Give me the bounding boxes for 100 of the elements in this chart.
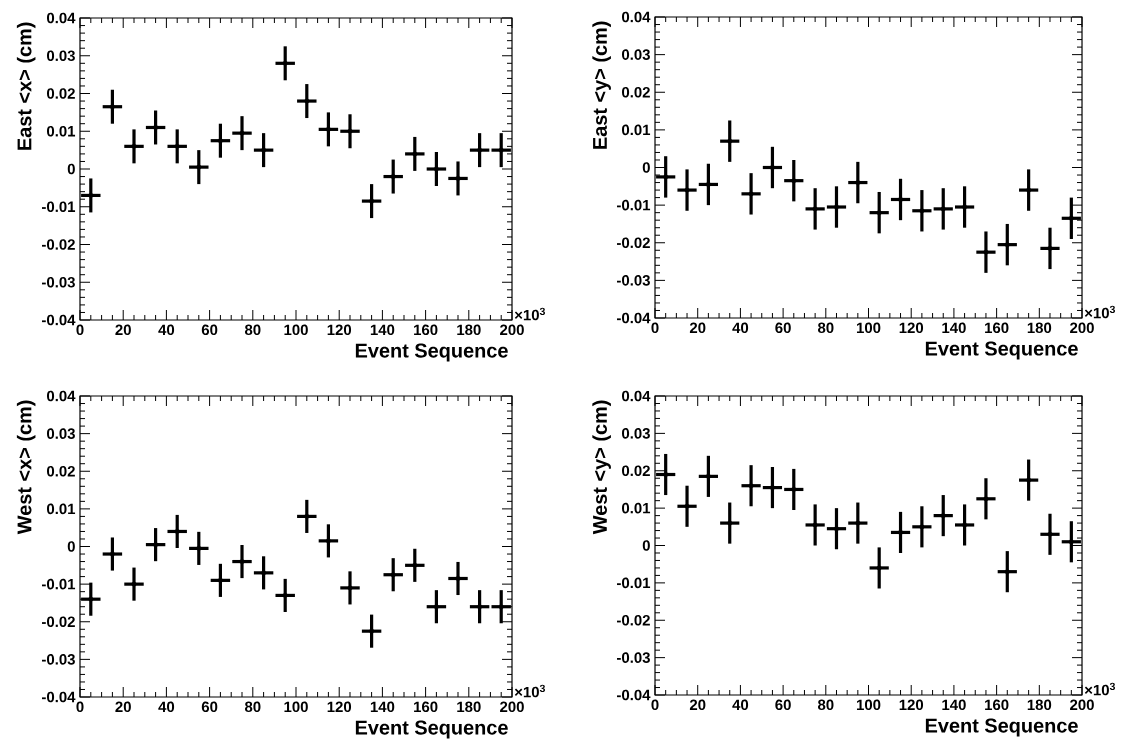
point xyxy=(1069,216,1074,221)
point xyxy=(1048,532,1052,537)
y-tick-label: -0.01 xyxy=(617,199,651,211)
y-tick-label: 0 xyxy=(642,540,650,551)
y-tick-label: -0.03 xyxy=(42,276,75,288)
point xyxy=(434,167,439,171)
y-tick-label: 0.03 xyxy=(622,428,650,439)
point xyxy=(132,582,136,587)
point xyxy=(813,206,818,211)
point xyxy=(685,504,689,509)
x-tick-label: 160 xyxy=(985,699,1009,711)
point xyxy=(770,485,775,490)
point xyxy=(663,175,668,179)
point xyxy=(110,552,115,556)
y-axis-title: West <y> (cm) xyxy=(592,400,611,535)
x-tick-label: 60 xyxy=(201,324,218,336)
point xyxy=(88,193,93,198)
y-axis-title: East <y> (cm) xyxy=(592,21,611,149)
y-tick-label: -0.04 xyxy=(617,312,651,324)
point xyxy=(175,144,180,149)
point xyxy=(919,524,924,529)
y-tick-label: 0 xyxy=(67,163,75,175)
x-tick-label: 80 xyxy=(244,701,261,713)
y-tick-label: -0.02 xyxy=(42,239,75,250)
y-tick-label: -0.03 xyxy=(617,652,650,663)
point xyxy=(813,523,818,527)
y-tick-label: 0.01 xyxy=(46,125,76,137)
y-tick-label: -0.03 xyxy=(42,654,75,665)
point xyxy=(434,604,439,609)
point xyxy=(898,197,903,202)
point xyxy=(962,523,967,527)
x-axis-title: Event Sequence xyxy=(355,720,508,739)
point xyxy=(196,546,201,551)
y-tick-label: 0.04 xyxy=(622,11,651,23)
x-tick-label: 160 xyxy=(414,324,438,336)
y-tick-label: 0.04 xyxy=(46,390,76,402)
x-tick-label: 180 xyxy=(1027,699,1052,711)
x-tick-label: 140 xyxy=(942,322,966,334)
x-tick-label: 120 xyxy=(899,322,924,334)
x-tick-label: 200 xyxy=(1070,322,1094,334)
point xyxy=(663,472,668,477)
y-tick-label: 0.02 xyxy=(622,86,650,98)
y-tick-label: -0.04 xyxy=(42,314,76,326)
point xyxy=(477,148,482,153)
y-tick-label: 0.03 xyxy=(622,49,650,60)
point xyxy=(1005,569,1010,574)
point xyxy=(456,576,460,581)
y-tick-label: 0.04 xyxy=(622,390,651,402)
x-tick-label: 120 xyxy=(327,324,352,336)
x-tick-label: 140 xyxy=(370,324,395,336)
point xyxy=(898,530,903,535)
y-tick-label: -0.04 xyxy=(42,691,76,703)
x-tick-label: 0 xyxy=(651,699,659,711)
point xyxy=(175,529,180,534)
x-tick-label: 140 xyxy=(942,699,966,711)
point xyxy=(326,538,331,543)
point xyxy=(218,578,223,583)
point xyxy=(1026,478,1031,483)
point xyxy=(1005,242,1010,247)
point xyxy=(877,210,882,215)
x-tick-label: 20 xyxy=(115,324,131,336)
point xyxy=(240,131,244,136)
y-tick-label: -0.03 xyxy=(617,275,650,286)
point xyxy=(834,205,839,209)
y-tick-label: 0.02 xyxy=(46,88,75,99)
x-axis-title: Event Sequence xyxy=(925,341,1078,360)
x-tick-label: 160 xyxy=(414,701,438,713)
y-tick-label: 0.04 xyxy=(46,12,76,24)
x-tick-label: 200 xyxy=(500,701,524,713)
point xyxy=(941,206,946,211)
point xyxy=(770,165,775,170)
point xyxy=(791,487,796,492)
point xyxy=(855,180,860,185)
point xyxy=(153,542,158,547)
x-axis-title: Event Sequence xyxy=(925,718,1078,737)
point xyxy=(499,604,504,609)
y-tick-label: -0.01 xyxy=(42,201,76,213)
x-tick-label: 60 xyxy=(201,701,218,713)
point xyxy=(1069,539,1074,544)
point xyxy=(412,563,417,568)
y-axis-title: East <x> (cm) xyxy=(16,22,36,150)
x-tick-label: 100 xyxy=(284,701,308,713)
point xyxy=(834,526,839,531)
y-tick-label: 0 xyxy=(67,541,75,552)
point xyxy=(261,148,266,153)
x-tick-label: 0 xyxy=(76,324,84,336)
point xyxy=(791,178,796,183)
x-tick-label: 160 xyxy=(985,322,1009,334)
x-tick-label: 40 xyxy=(158,701,175,713)
point xyxy=(1026,188,1031,192)
y-tick-label: -0.01 xyxy=(42,578,76,590)
y-tick-label: -0.02 xyxy=(617,614,650,626)
point xyxy=(132,144,136,149)
x-tick-label: 80 xyxy=(817,699,834,711)
x-tick-label: 180 xyxy=(457,701,481,713)
point xyxy=(240,559,244,564)
point xyxy=(727,521,732,525)
point xyxy=(153,125,158,130)
x-tick-label: 20 xyxy=(115,701,131,713)
x-tick-label: 40 xyxy=(158,324,175,336)
